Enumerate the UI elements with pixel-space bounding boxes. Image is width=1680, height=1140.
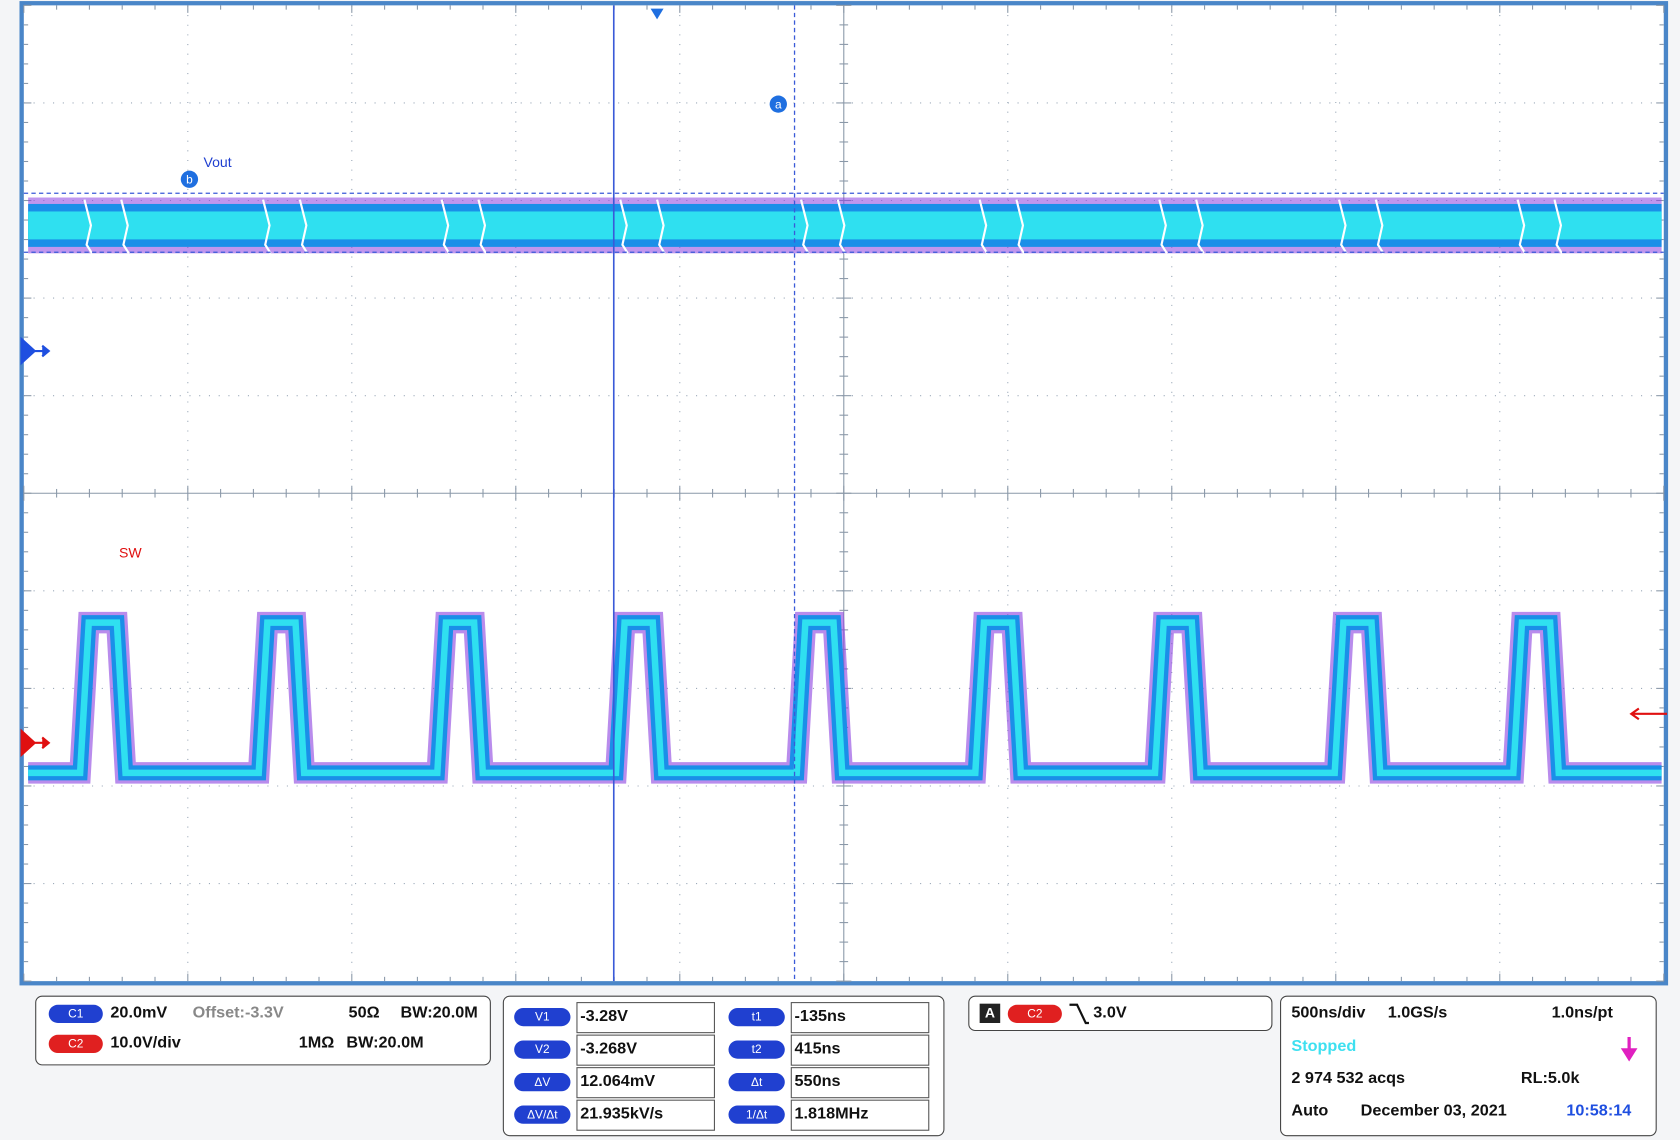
sw-core xyxy=(28,619,1662,777)
vout-spike xyxy=(1553,199,1563,254)
channel-impedance: 50Ω xyxy=(349,1004,380,1022)
vout-spike xyxy=(799,199,810,254)
falling-edge-icon xyxy=(1069,1003,1089,1025)
marker-a xyxy=(769,95,787,113)
record-length: RL:5.0k xyxy=(1521,1069,1580,1087)
cursor-label: ΔV/Δt xyxy=(527,1107,558,1121)
vout-spike xyxy=(1516,199,1527,254)
channel-bandwidth: BW:20.0M xyxy=(346,1034,423,1052)
trigger-level: 3.0V xyxy=(1093,1004,1127,1022)
vout-spike xyxy=(978,199,989,254)
cursor-value: 21.935kV/s xyxy=(580,1104,663,1122)
cursor-value: -3.268V xyxy=(580,1039,637,1057)
cursor-badge xyxy=(728,1007,785,1027)
cursor-value: 550ns xyxy=(795,1072,841,1090)
channel-offset: Offset:-3.3V xyxy=(193,1004,284,1022)
trigger-mode-setting: Auto xyxy=(1291,1101,1328,1119)
cursor-cell xyxy=(576,1067,715,1099)
time-scale: 500ns/div xyxy=(1291,1004,1365,1022)
vout-spike xyxy=(440,199,451,254)
vout-spike xyxy=(261,199,272,254)
vout-spike xyxy=(83,199,93,254)
sample-rate: 1.0GS/s xyxy=(1388,1004,1448,1022)
trigger-position xyxy=(650,8,664,20)
vout-spike xyxy=(120,199,130,254)
channel-scale: 10.0V/div xyxy=(110,1034,180,1052)
ch1-ground-marker xyxy=(20,336,51,366)
cursor-label: V1 xyxy=(535,1010,550,1024)
vout-spike xyxy=(1337,199,1348,254)
cursor-cell xyxy=(790,1034,930,1066)
cursor-badge xyxy=(728,1040,785,1059)
sw-label: SW xyxy=(119,545,142,561)
channel-badge xyxy=(48,1004,103,1023)
cursor-badge xyxy=(514,1040,571,1059)
cursor-value: 12.064mV xyxy=(580,1072,655,1090)
cursor-value: 1.818MHz xyxy=(795,1104,869,1122)
channel-impedance: 1MΩ xyxy=(299,1034,335,1052)
channel-badge xyxy=(48,1034,103,1054)
acquisition-status: Stopped xyxy=(1291,1037,1356,1055)
cursor-badge xyxy=(514,1007,571,1027)
resolution: 1.0ns/pt xyxy=(1552,1004,1614,1022)
cursor-cell xyxy=(790,1067,930,1099)
trigger-source-badge xyxy=(1007,1004,1062,1023)
marker-a-label: a xyxy=(775,97,782,111)
acquisitions: 2 974 532 acqs xyxy=(1291,1069,1405,1087)
cursor-cell xyxy=(576,1002,715,1034)
channel-id: C1 xyxy=(68,1007,84,1021)
cursor-badge xyxy=(514,1073,571,1092)
timebase-panel xyxy=(1280,995,1657,1137)
cursor-badge xyxy=(728,1073,785,1092)
cursor-cell xyxy=(790,1002,930,1034)
trigger-level-marker xyxy=(1629,707,1668,721)
vout-spike xyxy=(619,199,629,254)
date: December 03, 2021 xyxy=(1361,1101,1507,1119)
vout-spike xyxy=(477,199,487,254)
cursor-label: Δt xyxy=(751,1075,763,1089)
cursor-value: -3.28V xyxy=(580,1007,628,1025)
channel-scale: 20.0mV xyxy=(110,1004,167,1022)
trigger-mode-box xyxy=(979,1003,1001,1023)
vout-spike xyxy=(1374,199,1385,254)
trigger-indicator xyxy=(1620,1036,1638,1062)
marker-b-label: b xyxy=(186,172,193,186)
cursor-cell xyxy=(576,1034,715,1066)
vout-spike xyxy=(1158,199,1168,254)
time: 10:58:14 xyxy=(1566,1101,1631,1119)
cursor-label: V2 xyxy=(535,1042,550,1056)
cursor-badge xyxy=(514,1105,571,1124)
vout-spike xyxy=(656,199,666,254)
channel-bandwidth: BW:20.0M xyxy=(401,1004,478,1022)
vout-spike xyxy=(1015,199,1025,254)
cursor-label: 1/Δt xyxy=(746,1107,768,1121)
cursor-label: t2 xyxy=(752,1042,762,1056)
channel-panel xyxy=(35,995,491,1066)
channel-id: C2 xyxy=(68,1037,83,1051)
cursor-panel xyxy=(502,995,945,1137)
ch2-ground-marker xyxy=(20,728,51,758)
cursor-value: -135ns xyxy=(795,1007,846,1025)
marker-b xyxy=(180,170,199,188)
cursor-label: ΔV xyxy=(534,1075,550,1089)
cursor-label: t1 xyxy=(752,1010,762,1024)
vout-spike xyxy=(1195,199,1205,254)
vout-label: Vout xyxy=(204,154,232,170)
cursor-cell xyxy=(576,1099,715,1131)
cursor-badge xyxy=(728,1105,785,1124)
cursor-cell xyxy=(790,1099,930,1131)
waveforms xyxy=(28,197,1662,784)
vout-spike xyxy=(298,199,309,254)
trigger-source: C2 xyxy=(1027,1007,1042,1021)
vout-spike xyxy=(836,199,847,254)
cursor-value: 415ns xyxy=(795,1039,841,1057)
trigger-mode: A xyxy=(985,1005,995,1021)
